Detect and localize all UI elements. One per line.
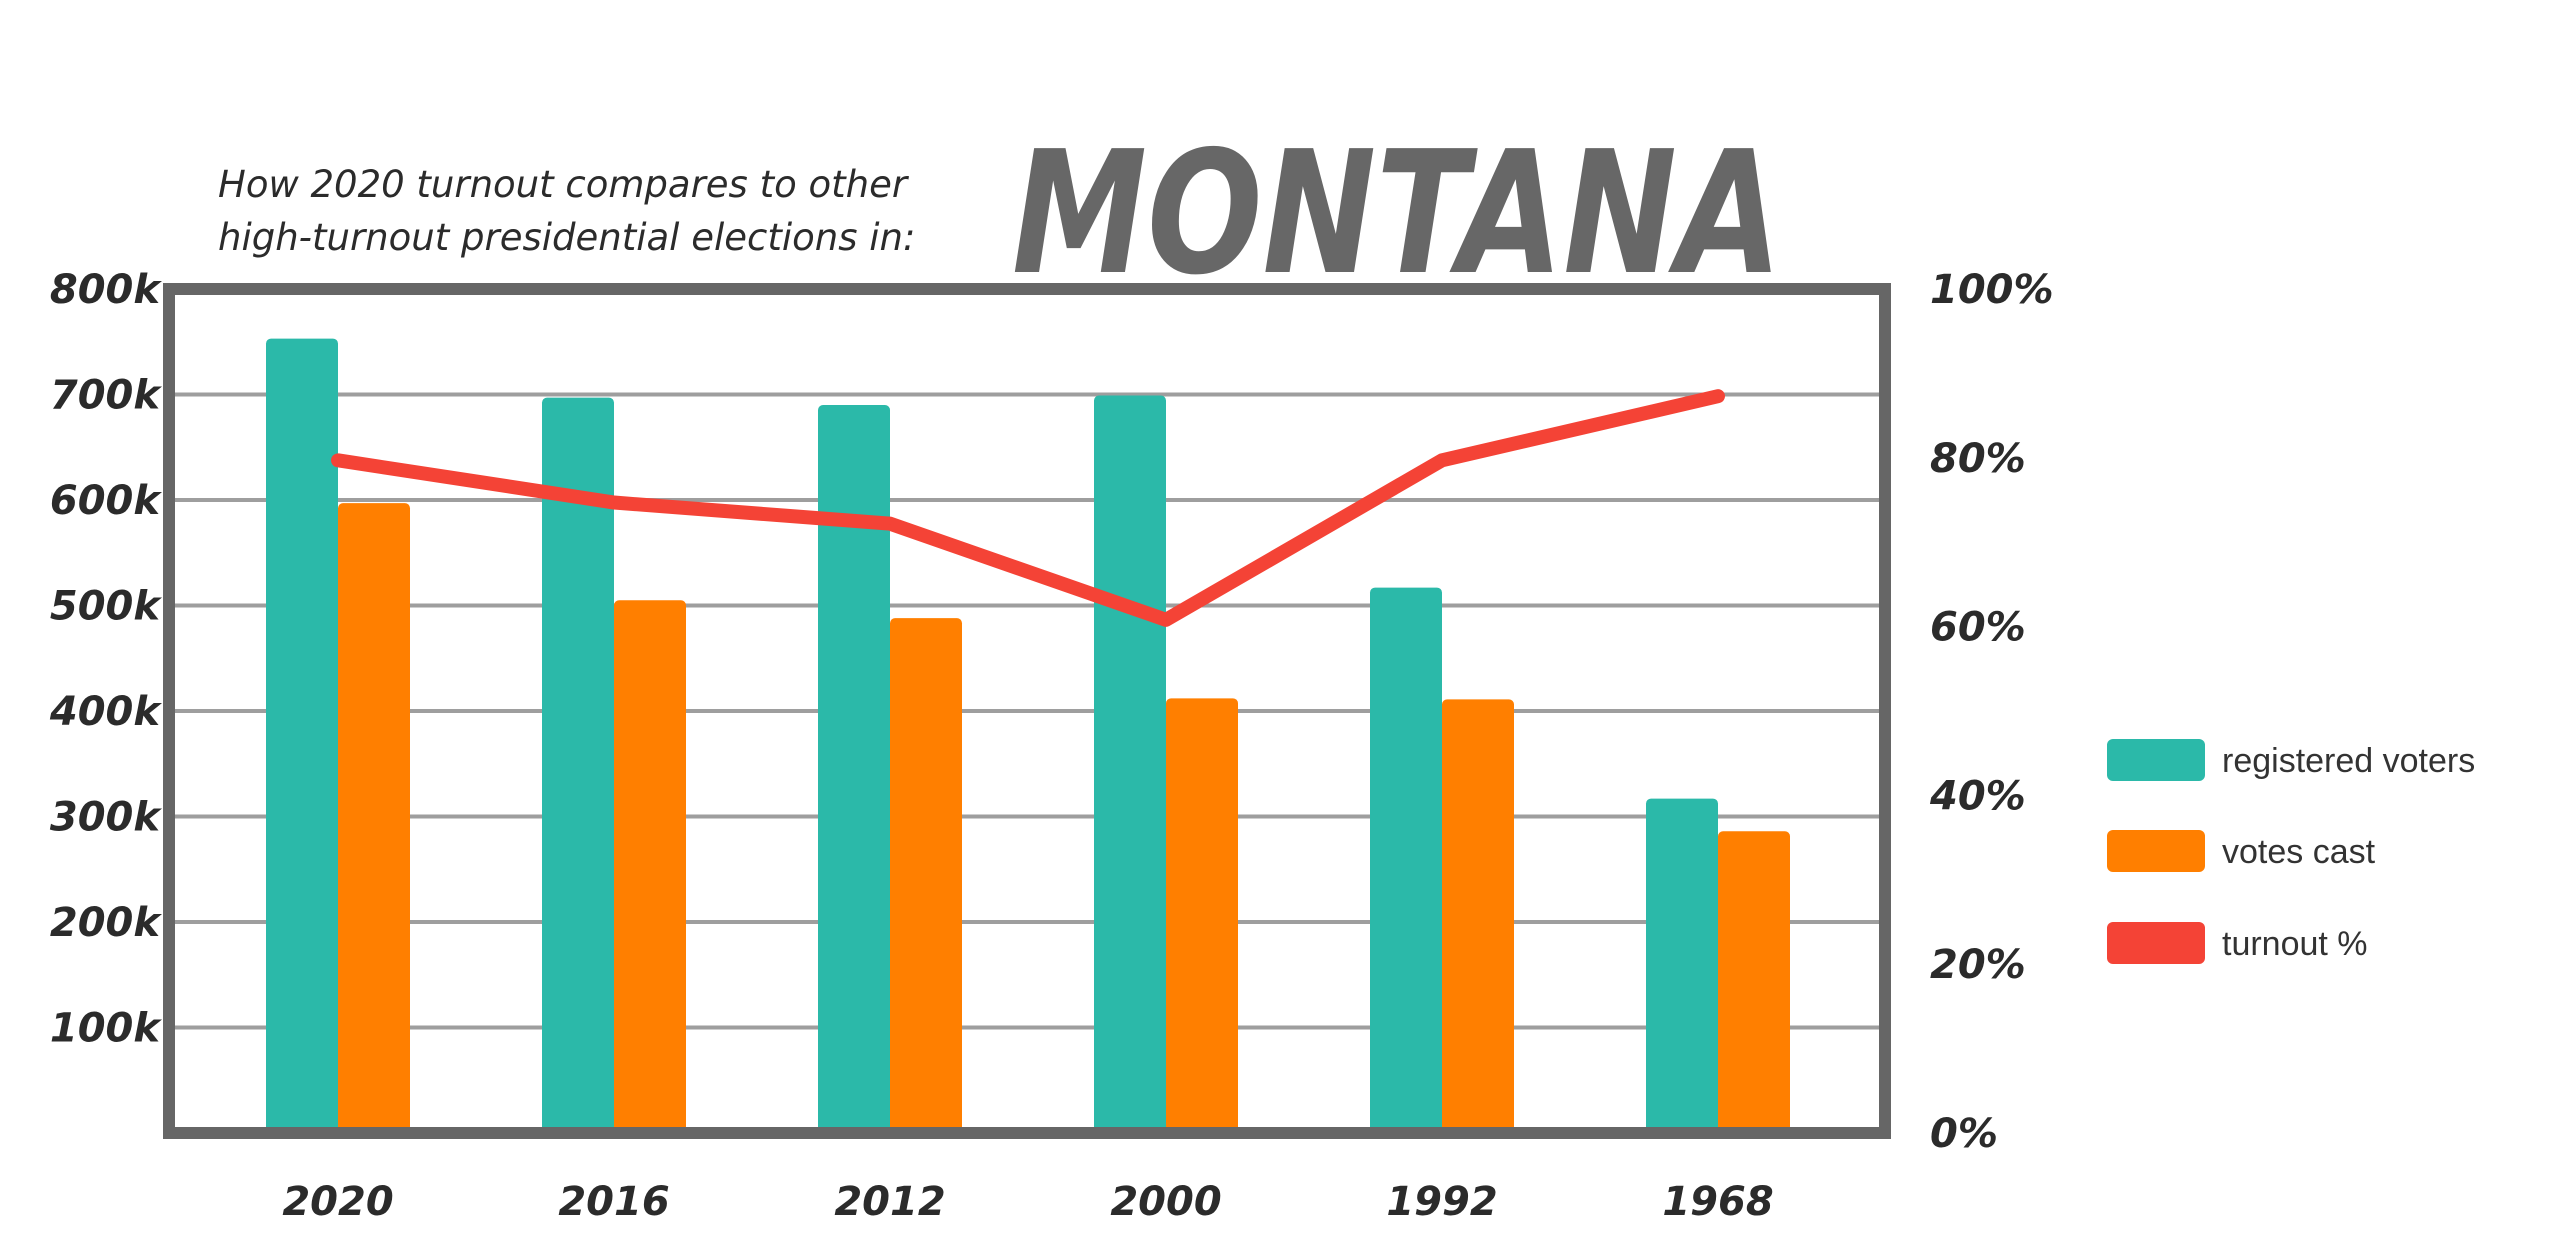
right-tick-label: 100% (1930, 267, 2054, 313)
right-tick-label: 80% (1930, 436, 2026, 482)
left-tick-label: 100k (50, 1006, 162, 1052)
left-axis: 100k 200k 300k 400k 500k 600k 700k 800k (49, 267, 162, 1052)
left-tick-label: 500k (50, 584, 162, 630)
x-tick-label: 2012 (834, 1179, 945, 1225)
bar-registered-voters-2016 (542, 397, 614, 1133)
right-tick-label: 20% (1930, 942, 2026, 988)
left-tick-label: 800k (50, 267, 162, 313)
bar-registered-voters-1968 (1646, 798, 1718, 1133)
right-axis: 0% 20% 40% 60% 80% 100% (1929, 267, 2054, 1157)
bar-registered-voters-2020 (266, 338, 338, 1134)
bar-votes-cast-2000 (1166, 698, 1238, 1133)
turnout-point-2020 (337, 459, 339, 462)
bar-registered-voters-2012 (818, 405, 890, 1133)
turnout-point-2012 (889, 522, 891, 525)
x-tick-label: 1992 (1386, 1179, 1497, 1225)
left-tick-label: 600k (50, 478, 162, 524)
bar-registered-voters-2000 (1094, 395, 1166, 1133)
legend-label: registered voters (2222, 742, 2475, 780)
bar-votes-cast-1992 (1442, 699, 1514, 1133)
turnout-point-2016 (613, 501, 615, 504)
turnout-point-1992 (1441, 459, 1443, 462)
turnout-line-layer (331, 389, 1725, 627)
chart-title: MONTANA (1012, 115, 1782, 313)
legend-swatch-registered-voters (2107, 739, 2205, 781)
left-tick-label: 200k (50, 900, 162, 946)
left-tick-label: 300k (50, 795, 162, 841)
legend-label: turnout % (2222, 925, 2368, 963)
right-tick-label: 0% (1930, 1111, 1998, 1157)
turnout-point-2000 (1165, 618, 1167, 621)
legend-label: votes cast (2222, 833, 2376, 871)
left-tick-label: 400k (49, 689, 162, 735)
bar-registered-voters-1992 (1370, 587, 1442, 1133)
left-tick-label: 700k (50, 373, 162, 419)
bars (266, 338, 1790, 1134)
legend-swatch-votes-cast (2107, 830, 2205, 872)
plot-frame (163, 283, 1891, 1139)
turnout-line (331, 389, 1725, 627)
bar-votes-cast-2012 (890, 618, 962, 1133)
right-tick-label: 60% (1930, 605, 2026, 651)
gridlines (169, 392, 1885, 1030)
subtitle-line-1: How 2020 turnout compares to other (218, 163, 910, 206)
turnout-point-1968 (1717, 395, 1719, 398)
x-tick-label: 1968 (1662, 1179, 1773, 1225)
bar-votes-cast-1968 (1718, 831, 1790, 1133)
x-tick-label: 2016 (558, 1179, 669, 1225)
bar-votes-cast-2020 (338, 503, 410, 1133)
legend-swatch-turnout- (2107, 922, 2205, 964)
x-tick-label: 2020 (282, 1179, 393, 1225)
legend: registered voters votes cast turnout % (2107, 739, 2475, 964)
x-axis: 2020 2016 2012 2000 1992 1968 (282, 1179, 1773, 1225)
x-tick-label: 2000 (1110, 1179, 1221, 1225)
right-tick-label: 40% (1929, 773, 2026, 819)
bar-votes-cast-2016 (614, 600, 686, 1133)
subtitle-line-2: high-turnout presidential elections in: (218, 216, 915, 259)
